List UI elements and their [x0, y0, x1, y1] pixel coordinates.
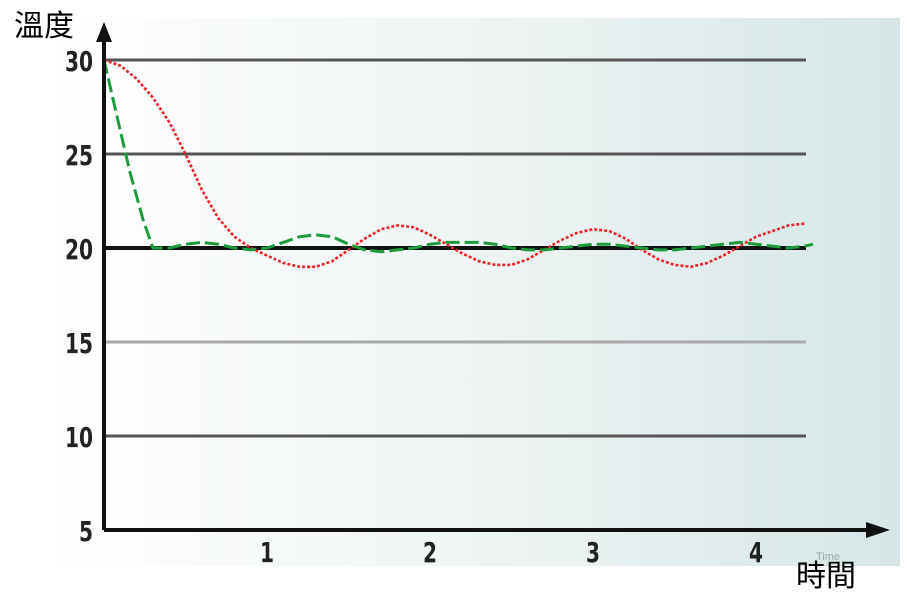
x-axis-arrow [866, 522, 890, 538]
y-axis-label: 溫度 [14, 9, 74, 44]
y-tick-label: 30 [65, 45, 93, 78]
y-tick-label: 25 [65, 139, 93, 172]
plot-background [48, 18, 900, 566]
y-tick-label: 10 [65, 421, 93, 454]
x-tick-label: 3 [586, 536, 600, 569]
x-tick-label: 2 [423, 536, 437, 569]
y-tick-label: 15 [65, 327, 93, 360]
tick-labels: 30 25 20 15 10 5 1 2 3 4 [65, 45, 763, 569]
y-tick-label: 20 [65, 233, 93, 266]
y-tick-label: 5 [79, 515, 93, 548]
y-axis-arrow [96, 22, 112, 42]
series-line-red [103, 58, 806, 269]
x-axis-label: 時間 [796, 559, 856, 594]
series-line-green [102, 59, 814, 254]
series [102, 58, 814, 269]
grid [104, 58, 806, 438]
x-tick-label: 4 [749, 536, 763, 569]
axes [96, 22, 890, 538]
x-axis-label-latin: Time [816, 551, 841, 563]
x-tick-label: 1 [260, 536, 274, 569]
